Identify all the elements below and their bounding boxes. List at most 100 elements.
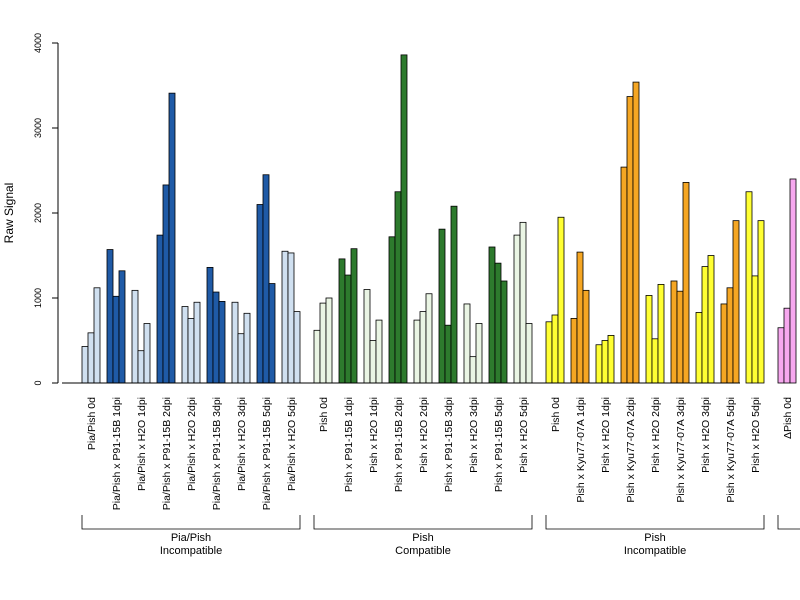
bar — [281, 250, 289, 384]
x-tick-label: Pia/Pish x H2O 3dpi — [236, 397, 248, 491]
x-tick-label: Pia/Pish x P91-15B 3dpi — [211, 397, 223, 510]
bar — [394, 191, 402, 384]
bar — [545, 321, 553, 384]
y-ticks: 0 1000 2000 3000 4000 — [33, 33, 58, 386]
x-tick-label: Pish x H2O 3dpi — [700, 397, 712, 473]
x-tick-labels: Pia/Pish 0d Pia/Pish x P91-15B 1dpi Pia/Pi… — [86, 397, 794, 510]
x-tick-label: Pia/Pish x H2O 5dpi — [286, 397, 298, 491]
x-tick-label: Pia/Pish x P91-15B 1dpi — [111, 397, 123, 510]
bar — [645, 295, 653, 384]
bar — [707, 255, 715, 384]
bar — [500, 280, 508, 384]
x-tick-label: Pish x Kyu77-07A 3dpi — [675, 397, 687, 503]
bar — [93, 287, 101, 384]
axes-layer: 0 1000 2000 3000 4000 Raw Signal — [2, 33, 740, 386]
bar — [695, 312, 703, 384]
bar — [187, 317, 195, 384]
group-bracket — [313, 515, 533, 530]
x-tick-label: Pish 0d — [318, 397, 330, 432]
x-tick-label: Pish x H2O 5dpi — [518, 397, 530, 473]
bars-layer — [81, 54, 797, 384]
y-tick-label: 1000 — [33, 288, 43, 308]
bar — [450, 205, 458, 384]
bar — [419, 311, 427, 384]
bar — [670, 280, 678, 384]
bar — [682, 181, 690, 384]
bar — [363, 289, 371, 384]
bar — [293, 311, 301, 384]
bar — [789, 178, 797, 384]
bar — [338, 258, 346, 384]
bar — [400, 54, 408, 384]
bar — [143, 323, 151, 384]
x-tick-label: Pish x Kyu77-07A 2dpi — [625, 397, 637, 503]
bar — [137, 350, 145, 384]
bar — [513, 234, 521, 384]
x-tick-label: Pish x H2O 1dpi — [368, 397, 380, 473]
x-tick-label: Pish x H2O 5dpi — [750, 397, 762, 473]
bar — [757, 220, 765, 384]
bar — [156, 234, 164, 384]
bar — [350, 248, 358, 384]
bar — [519, 221, 527, 384]
bar — [557, 216, 565, 384]
bar — [268, 283, 276, 384]
bar — [475, 323, 483, 384]
bar — [87, 332, 95, 384]
bar — [701, 266, 709, 384]
x-tick-label: Pish x P91-15B 5dpi — [493, 397, 505, 492]
y-tick-label: 3000 — [33, 118, 43, 138]
group-label-line2: Compatible — [395, 545, 451, 557]
bar — [576, 251, 584, 384]
y-tick-label: 4000 — [33, 33, 43, 53]
bar — [444, 324, 452, 384]
bar — [106, 249, 114, 384]
bar — [469, 356, 477, 384]
x-tick-label: Pish x P91-15B 2dpi — [393, 397, 405, 492]
y-axis-label: Raw Signal — [2, 183, 16, 244]
x-tick-label: Pia/Pish x P91-15B 2dpi — [161, 397, 173, 510]
bar — [720, 303, 728, 384]
group-bracket — [777, 515, 800, 530]
bar — [751, 275, 759, 384]
bar — [118, 270, 126, 384]
bar — [287, 252, 295, 384]
x-tick-label: Pish x H2O 2dpi — [650, 397, 662, 473]
x-tick-label: Pish x Kyu77-07A 1dpi — [575, 397, 587, 503]
y-tick-label: 2000 — [33, 203, 43, 223]
bar — [212, 291, 220, 384]
bar — [131, 289, 139, 384]
bar — [162, 184, 170, 384]
bar — [676, 290, 684, 384]
bar — [657, 283, 665, 384]
bar — [632, 81, 640, 384]
bar — [243, 312, 251, 384]
bar — [375, 319, 383, 384]
bar — [582, 289, 590, 384]
bar — [783, 307, 791, 384]
bar — [218, 300, 226, 384]
bar — [745, 191, 753, 384]
bar — [651, 338, 659, 384]
x-tick-label: Pish x P91-15B 3dpi — [443, 397, 455, 492]
x-tick-label: Pish x H2O 3dpi — [468, 397, 480, 473]
x-tick-label: Pia/Pish 0d — [86, 397, 98, 450]
bar — [726, 287, 734, 384]
bar — [237, 333, 245, 384]
bar — [525, 323, 533, 384]
group-bracket — [81, 515, 301, 530]
x-tick-label: Pia/Pish x H2O 2dpi — [186, 397, 198, 491]
bar — [570, 317, 578, 384]
x-tick-label: Pish x H2O 1dpi — [600, 397, 612, 473]
bar — [112, 295, 120, 384]
group-label-line1: Pish — [644, 532, 665, 544]
bar — [325, 297, 333, 384]
bar — [388, 236, 396, 384]
bar — [607, 334, 615, 384]
x-tick-label: Pia/Pish x H2O 1dpi — [136, 397, 148, 491]
bar — [168, 92, 176, 384]
bar — [595, 344, 603, 384]
bar — [777, 327, 785, 384]
